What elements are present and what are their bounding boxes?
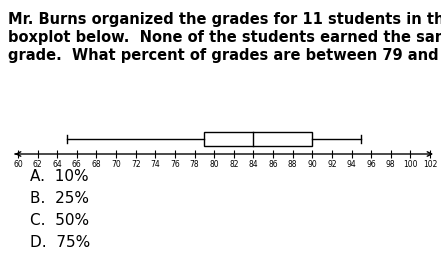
Text: 80: 80 xyxy=(209,160,219,169)
Text: 94: 94 xyxy=(347,160,356,169)
Bar xyxy=(204,132,312,146)
Text: 66: 66 xyxy=(72,160,82,169)
Text: Mr. Burns organized the grades for 11 students in the: Mr. Burns organized the grades for 11 st… xyxy=(8,12,441,27)
Text: 88: 88 xyxy=(288,160,297,169)
Text: 98: 98 xyxy=(386,160,396,169)
Text: 84: 84 xyxy=(249,160,258,169)
Text: 102: 102 xyxy=(423,160,437,169)
Text: 82: 82 xyxy=(229,160,239,169)
Text: 96: 96 xyxy=(366,160,376,169)
Text: 100: 100 xyxy=(403,160,418,169)
Text: B.  25%: B. 25% xyxy=(30,191,89,206)
Text: 76: 76 xyxy=(170,160,180,169)
Text: boxplot below.  None of the students earned the same: boxplot below. None of the students earn… xyxy=(8,30,441,45)
Text: 72: 72 xyxy=(131,160,141,169)
Text: 86: 86 xyxy=(268,160,278,169)
Text: 64: 64 xyxy=(52,160,62,169)
Text: 62: 62 xyxy=(33,160,42,169)
Text: 70: 70 xyxy=(111,160,121,169)
Text: 78: 78 xyxy=(190,160,199,169)
Text: grade.  What percent of grades are between 79 and 84?: grade. What percent of grades are betwee… xyxy=(8,48,441,63)
Text: 74: 74 xyxy=(150,160,160,169)
Text: 90: 90 xyxy=(307,160,317,169)
Text: 92: 92 xyxy=(327,160,337,169)
Text: D.  75%: D. 75% xyxy=(30,235,90,250)
Text: C.  50%: C. 50% xyxy=(30,213,89,228)
Text: A.  10%: A. 10% xyxy=(30,169,89,184)
Text: 68: 68 xyxy=(92,160,101,169)
Text: 60: 60 xyxy=(13,160,23,169)
